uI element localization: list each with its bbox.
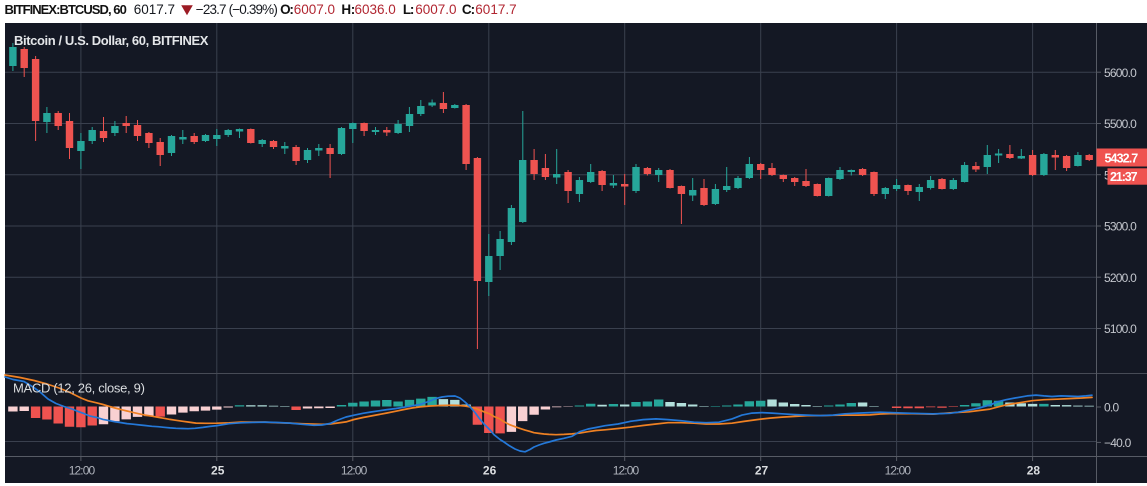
svg-text:5432.7: 5432.7 [1105, 152, 1139, 166]
svg-text:Bitcoin / U.S. Dollar, 60, BIT: Bitcoin / U.S. Dollar, 60, BITFINEX [14, 33, 209, 48]
svg-text:5100.0: 5100.0 [1104, 322, 1137, 336]
svg-text:L:: L: [403, 2, 414, 17]
svg-text:C:: C: [462, 2, 475, 17]
svg-text:21:37: 21:37 [1110, 170, 1138, 184]
svg-text:6017.7: 6017.7 [134, 2, 175, 17]
svg-text:26: 26 [483, 464, 497, 478]
svg-text:5300.0: 5300.0 [1104, 220, 1137, 234]
svg-text:12:00: 12:00 [885, 464, 912, 478]
svg-text:6017.7: 6017.7 [475, 2, 516, 17]
svg-text:12:00: 12:00 [341, 464, 368, 478]
svg-text:−40.0: −40.0 [1104, 436, 1132, 450]
svg-text:28: 28 [1027, 464, 1041, 478]
svg-text:5200.0: 5200.0 [1104, 271, 1137, 285]
svg-text:12:00: 12:00 [69, 464, 96, 478]
svg-text:MACD (12, 26, close, 9): MACD (12, 26, close, 9) [13, 380, 145, 395]
svg-text:−23.7 (−0.39%): −23.7 (−0.39%) [196, 2, 278, 17]
svg-text:25: 25 [211, 464, 225, 478]
svg-text:5600.0: 5600.0 [1104, 66, 1137, 80]
svg-text:BITFINEX:BTCUSD, 60: BITFINEX:BTCUSD, 60 [5, 2, 127, 17]
svg-text:27: 27 [755, 464, 769, 478]
svg-text:6007.0: 6007.0 [415, 2, 456, 17]
svg-text:12:00: 12:00 [613, 464, 640, 478]
svg-text:H:: H: [341, 2, 354, 17]
svg-text:0.0: 0.0 [1104, 401, 1119, 415]
svg-text:6007.0: 6007.0 [294, 2, 335, 17]
svg-text:6036.0: 6036.0 [355, 2, 396, 17]
svg-text:O:: O: [280, 2, 293, 17]
svg-text:5500.0: 5500.0 [1104, 117, 1137, 131]
